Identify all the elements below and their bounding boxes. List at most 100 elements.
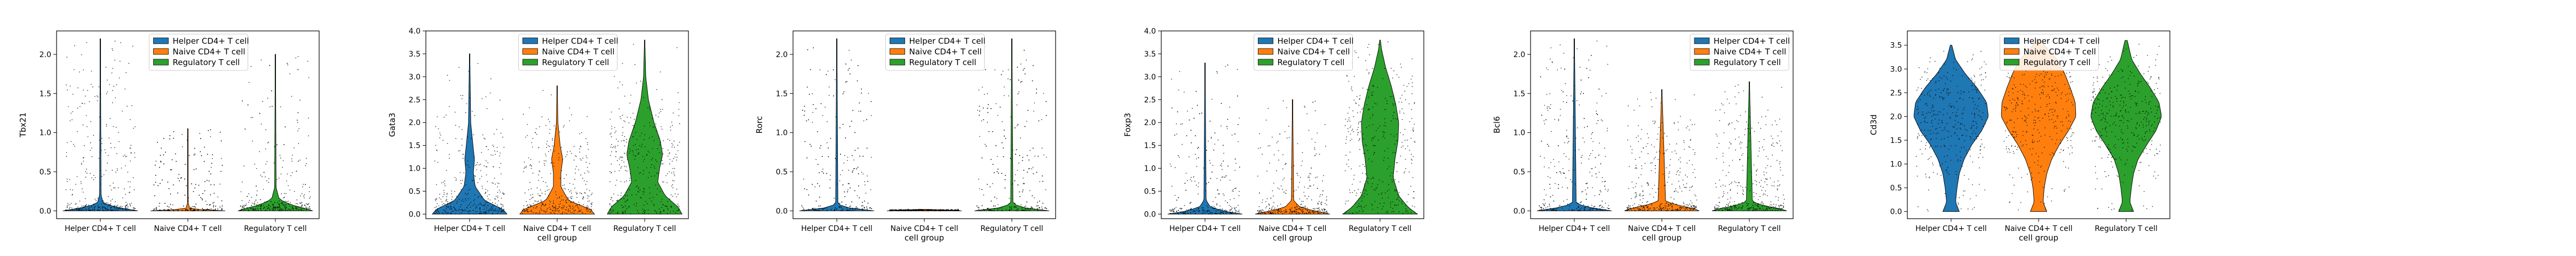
data-point — [451, 211, 453, 213]
data-point — [540, 189, 541, 191]
data-point — [194, 148, 195, 149]
data-point — [1411, 163, 1412, 164]
data-point — [1345, 142, 1346, 144]
data-point — [1045, 101, 1047, 102]
data-point — [1323, 209, 1325, 210]
data-point — [538, 201, 539, 202]
data-point — [494, 178, 495, 179]
data-point — [1265, 119, 1267, 121]
data-point — [537, 193, 538, 195]
data-point — [1258, 211, 1259, 213]
data-point — [1353, 174, 1355, 176]
data-point — [1220, 125, 1222, 127]
data-point — [1576, 100, 1578, 101]
data-point — [267, 206, 269, 208]
data-point — [445, 211, 447, 212]
data-point — [558, 159, 559, 161]
data-point — [1312, 212, 1314, 213]
data-point — [1011, 206, 1012, 207]
data-point — [611, 126, 613, 127]
data-point — [1377, 207, 1378, 208]
data-point — [1390, 96, 1391, 98]
data-point — [646, 155, 647, 156]
data-point — [1544, 105, 1545, 106]
data-point — [1257, 210, 1258, 211]
data-point — [1592, 141, 1594, 142]
data-point — [187, 136, 188, 137]
data-point — [858, 110, 859, 112]
data-point — [642, 156, 644, 157]
data-point — [125, 202, 127, 203]
data-point — [532, 138, 534, 139]
data-point — [580, 158, 581, 159]
data-point — [1313, 213, 1314, 214]
data-point — [997, 204, 998, 205]
data-point — [580, 192, 581, 194]
data-point — [104, 203, 105, 205]
data-point — [1410, 186, 1412, 187]
data-point — [466, 194, 467, 196]
data-point — [191, 210, 192, 211]
data-point — [1291, 211, 1293, 212]
data-point — [1405, 159, 1406, 160]
data-point — [639, 189, 641, 191]
data-point — [1344, 213, 1346, 214]
y-tick-label: 1.0 — [409, 165, 421, 173]
data-point — [819, 69, 821, 70]
data-point — [497, 212, 498, 214]
data-point — [78, 210, 80, 211]
data-point — [566, 209, 567, 211]
data-point — [558, 153, 559, 154]
data-point — [1191, 177, 1192, 178]
data-point — [1175, 195, 1176, 196]
data-point — [74, 210, 76, 211]
data-point — [1281, 211, 1283, 213]
data-point — [82, 124, 84, 126]
data-point — [671, 172, 672, 174]
data-point — [1239, 117, 1240, 119]
data-point — [1183, 211, 1184, 213]
data-point — [1361, 209, 1362, 210]
data-point — [633, 126, 635, 128]
data-point — [1410, 212, 1412, 213]
data-point — [572, 212, 573, 213]
data-point — [819, 147, 821, 149]
data-point — [241, 210, 242, 211]
data-point — [941, 210, 943, 211]
data-point — [120, 208, 121, 210]
data-point — [444, 183, 445, 185]
data-point — [1592, 210, 1593, 211]
data-point — [1397, 196, 1399, 198]
data-point — [97, 96, 99, 98]
data-point — [494, 210, 495, 211]
data-point — [501, 210, 502, 212]
data-point — [981, 205, 983, 206]
data-point — [637, 185, 638, 187]
data-point — [265, 210, 267, 211]
data-point — [1024, 206, 1026, 207]
data-point — [271, 90, 272, 92]
data-point — [1268, 212, 1270, 213]
data-point — [303, 195, 304, 197]
data-point — [1023, 69, 1024, 71]
data-point — [543, 163, 545, 164]
strip-points — [976, 49, 1048, 212]
data-point — [609, 203, 611, 204]
data-point — [646, 154, 647, 155]
data-point — [1221, 165, 1223, 167]
data-point — [1589, 171, 1591, 173]
data-point — [812, 112, 813, 113]
data-point — [1263, 210, 1264, 211]
data-point — [814, 207, 815, 209]
data-point — [1319, 210, 1321, 212]
legend-label: Regulatory T cell — [542, 58, 609, 67]
data-point — [576, 193, 577, 195]
data-point — [1573, 210, 1575, 211]
data-point — [995, 145, 997, 147]
data-point — [1024, 68, 1025, 69]
data-point — [1595, 166, 1596, 168]
data-point — [448, 207, 449, 208]
data-point — [538, 147, 540, 148]
data-point — [671, 143, 672, 144]
data-point — [1272, 137, 1273, 138]
